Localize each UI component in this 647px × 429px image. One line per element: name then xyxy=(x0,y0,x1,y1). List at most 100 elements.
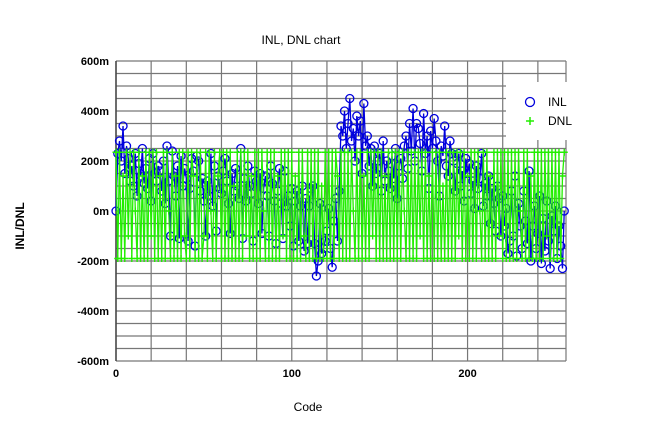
inl-point xyxy=(202,176,213,186)
inl-point xyxy=(174,233,184,244)
dnl-point xyxy=(172,172,180,180)
dnl-point xyxy=(333,172,341,180)
inl-point xyxy=(443,171,453,181)
inl-point xyxy=(543,236,554,246)
legend: INL DNL xyxy=(506,82,580,140)
inl-point xyxy=(220,153,230,164)
dnl-point xyxy=(230,182,238,190)
inl-point xyxy=(557,263,568,274)
inl-point xyxy=(487,183,497,194)
inl-point xyxy=(413,123,423,134)
dnl-point xyxy=(239,255,247,262)
y-tick-label: 400m xyxy=(81,106,109,118)
inl-point xyxy=(343,118,353,129)
inl-point xyxy=(522,238,532,249)
inl-point xyxy=(313,256,323,266)
dnl-point xyxy=(200,232,208,240)
dnl-point xyxy=(486,172,494,180)
inl-point xyxy=(294,236,304,246)
inl-point xyxy=(408,103,418,114)
inl-point xyxy=(396,153,406,164)
inl-point xyxy=(230,163,241,174)
inl-point xyxy=(320,236,330,246)
inl-point xyxy=(355,116,365,126)
y-axis-label: INL/DNL xyxy=(13,202,27,249)
inl-point xyxy=(302,238,313,249)
inl-point xyxy=(311,271,322,281)
inl-point xyxy=(120,168,130,179)
inl-point xyxy=(327,262,337,272)
inl-point xyxy=(362,131,373,141)
inl-point xyxy=(454,148,464,159)
dnl-point xyxy=(381,172,389,180)
inl-point xyxy=(445,136,455,146)
y-tick-label: -600m xyxy=(77,356,109,368)
dnl-point xyxy=(539,255,547,262)
dnl-point xyxy=(557,255,565,262)
dnl-point xyxy=(156,172,164,180)
inl-point xyxy=(533,228,543,239)
dnl-point xyxy=(168,148,176,156)
inl-point xyxy=(415,138,425,149)
tick-labels: 600m 400m 200m 0m -200m -400m -600m 0 100 200 xyxy=(77,56,477,380)
inl-point xyxy=(401,131,411,141)
inl-point xyxy=(425,126,436,136)
inl-point xyxy=(309,238,320,249)
dnl-point xyxy=(275,255,283,262)
y-tick-label: -400m xyxy=(77,306,109,318)
inl-point xyxy=(118,121,128,131)
y-tick-label: 200m xyxy=(81,156,109,168)
dnl-point xyxy=(425,172,433,180)
dnl-point xyxy=(300,232,308,240)
dnl-point xyxy=(365,255,373,262)
inl-point xyxy=(345,93,355,104)
inl-point xyxy=(153,161,163,171)
dnl-point xyxy=(356,148,364,156)
dnl-point xyxy=(138,172,146,180)
dnl-point xyxy=(560,148,568,156)
inl-point xyxy=(308,181,318,191)
legend-inl-label: INL xyxy=(548,95,567,109)
inl-point xyxy=(399,141,409,151)
y-tick-label: -200m xyxy=(77,256,109,268)
inl-point xyxy=(526,256,536,266)
dnl-point xyxy=(492,255,500,262)
inl-point xyxy=(411,118,422,129)
dnl-point xyxy=(516,207,524,215)
y-tick-label: 600m xyxy=(81,56,109,68)
dnl-point xyxy=(152,148,160,156)
inl-point xyxy=(485,218,496,229)
dnl-point xyxy=(400,207,408,215)
inl-point xyxy=(225,228,235,239)
dnl-point xyxy=(483,148,491,156)
dnl-point xyxy=(476,207,484,215)
inl-point xyxy=(367,181,378,191)
inl-point xyxy=(137,143,148,154)
inl-point xyxy=(123,153,133,164)
dnl-point xyxy=(244,148,252,156)
inl-point xyxy=(536,258,547,269)
dnl-point xyxy=(416,232,424,240)
series-dnl xyxy=(112,148,568,262)
legend-inl-marker xyxy=(524,96,536,108)
inl-point xyxy=(251,176,262,186)
inl-point xyxy=(554,221,564,231)
inl-point xyxy=(433,156,443,166)
chart-title: INL, DNL chart xyxy=(262,33,342,47)
inl-point xyxy=(545,263,555,274)
inl-point xyxy=(378,136,388,146)
dnl-point xyxy=(439,182,447,190)
dnl-point xyxy=(464,172,472,180)
dnl-point xyxy=(279,232,287,240)
dnl-point xyxy=(543,232,551,240)
dnl-point xyxy=(124,232,132,240)
dnl-line xyxy=(115,152,565,259)
dnl-point xyxy=(214,172,222,180)
dnl-point xyxy=(377,148,385,156)
inl-point xyxy=(255,168,265,179)
dnl-point xyxy=(226,148,234,156)
inl-point xyxy=(160,198,170,209)
inl-point xyxy=(113,148,123,159)
series-layer xyxy=(111,93,569,281)
